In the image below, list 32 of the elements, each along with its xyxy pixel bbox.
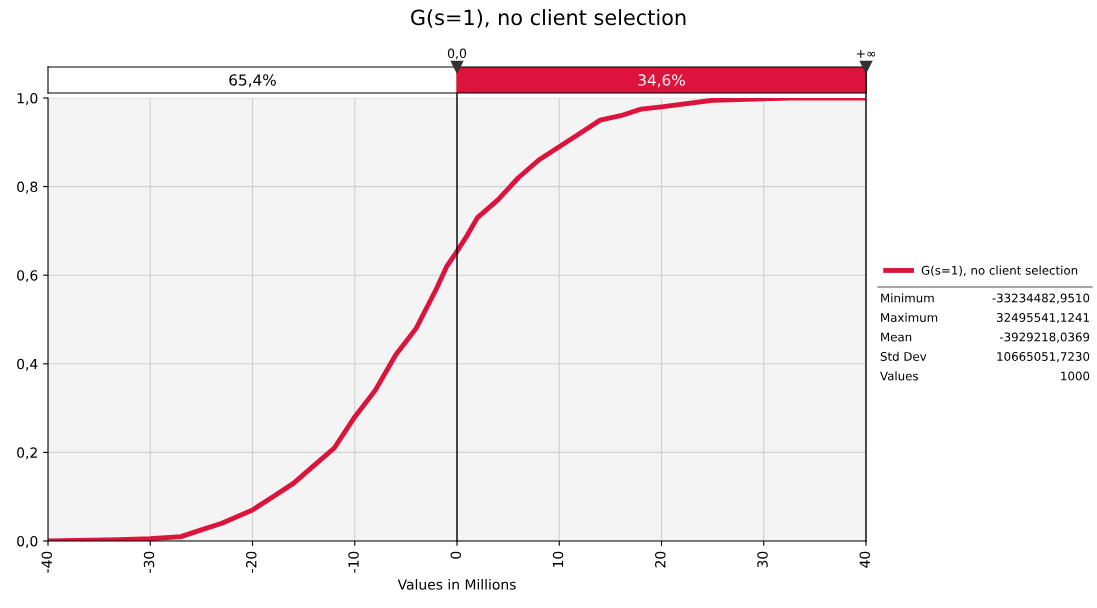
chart-title: G(s=1), no client selection (411, 9, 686, 28)
text: 32495541,1241 (997, 313, 1089, 324)
ref-line-label: 0,0 (447, 48, 467, 60)
text: Values (880, 371, 918, 381)
y-tick-label: 0,8 (17, 181, 38, 194)
x-tick-label: 10 (552, 551, 564, 567)
text: Mean (881, 332, 912, 342)
text: Maximum (881, 312, 938, 322)
y-tick-label: 0,0 (17, 535, 38, 548)
x-tick-label: 0 (450, 551, 462, 559)
text: 10665051,7230 (997, 352, 1090, 363)
ref-line-label: +∞ (856, 50, 876, 58)
text: 1000 (1061, 371, 1090, 381)
x-tick-label: 40 (859, 551, 871, 568)
y-tick-label: 0,4 (17, 358, 38, 371)
text: Minimum (881, 293, 934, 303)
y-tick-label: 0,2 (17, 447, 37, 460)
text: -33234482,9510 (992, 293, 1090, 304)
y-tick-label: 0,6 (17, 270, 38, 283)
text: 34,6% (638, 74, 685, 88)
x-tick-label: -20 (246, 551, 257, 573)
x-tick-label: -10 (348, 551, 359, 573)
legend-label: G(s=1), no client selection (921, 265, 1078, 277)
x-tick-label: -30 (143, 551, 155, 573)
text: 65,4% (229, 74, 276, 88)
text: -3929218,0369 (999, 332, 1090, 343)
text: Std Dev (880, 351, 927, 361)
y-tick-label: 1,0 (17, 92, 38, 105)
x-tick-label: -40 (41, 551, 53, 573)
x-axis-title: Values in Millions (397, 578, 516, 590)
x-tick-label: 30 (757, 551, 768, 568)
x-tick-label: 20 (655, 551, 666, 568)
